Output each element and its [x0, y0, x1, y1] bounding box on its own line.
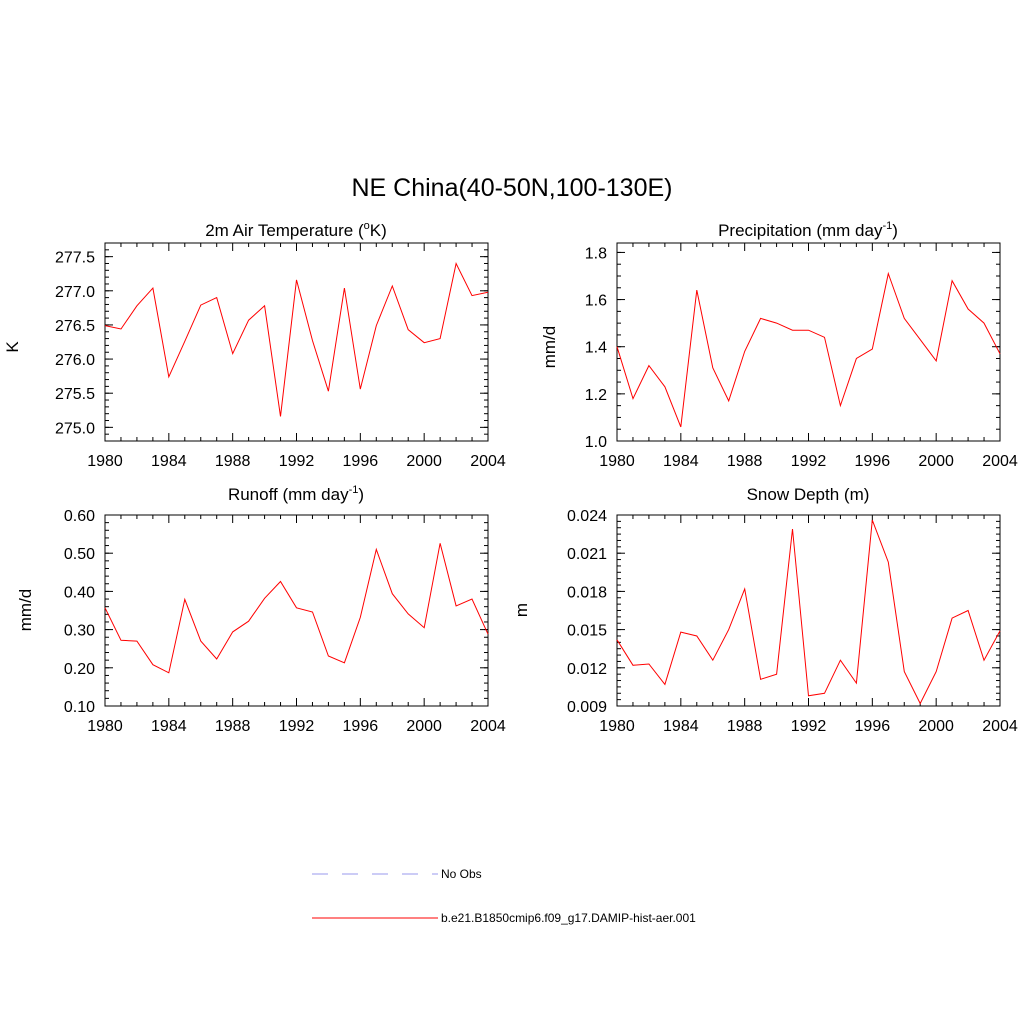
x-tick-label: 2004 [470, 718, 506, 735]
y-tick-label: 275.5 [55, 386, 95, 403]
x-tick-label: 2000 [406, 718, 442, 735]
y-tick-label: 277.5 [55, 250, 95, 267]
y-tick-label: 275.0 [55, 420, 95, 437]
y-tick-label: 0.40 [64, 584, 95, 601]
x-tick-label: 1992 [791, 718, 827, 735]
y-tick-label: 1.4 [585, 340, 607, 357]
figure-title: NE China(40-50N,100-130E) [351, 174, 672, 202]
panel-snow-depth: Snow Depth (m) m 1980 1984 1988 1992 1996 200… [512, 485, 1018, 735]
x-tick-label: 1980 [599, 453, 635, 470]
y-tick-label: 0.10 [64, 699, 95, 716]
plot-frame [104, 514, 489, 707]
panel-runoff: Runoff (mm day-1) mm/d 1980 1984 1988 1992 1… [16, 484, 506, 735]
x-tick-label: 1996 [855, 718, 891, 735]
x-tick-label: 1992 [791, 453, 827, 470]
x-tick-label: 2004 [982, 453, 1018, 470]
x-tick-label: 1984 [151, 453, 187, 470]
plot-frame [616, 514, 1001, 707]
x-tick-label: 1988 [727, 718, 763, 735]
panel-title: 2m Air Temperature (oK) [205, 220, 387, 240]
y-axis-label: m [512, 603, 531, 617]
y-tick-label: 0.024 [567, 508, 607, 525]
x-tick-label: 1992 [279, 453, 315, 470]
y-tick-label: 0.50 [64, 546, 95, 563]
y-tick-label: 277.0 [55, 284, 95, 301]
legend: No Obs b.e21.B1850cmip6.f09_g17.DAMIP-hi… [312, 867, 696, 925]
y-tick-label: 1.0 [585, 434, 607, 451]
y-axis-label: mm/d [16, 589, 35, 632]
x-tick-label: 1996 [855, 453, 891, 470]
x-tick-label: 2004 [982, 718, 1018, 735]
x-tick-label: 1996 [343, 453, 379, 470]
legend-label-no-obs: No Obs [441, 867, 482, 881]
panel-title: Precipitation (mm day-1) [718, 220, 898, 240]
x-tick-label: 1984 [151, 718, 187, 735]
x-tick-label: 2000 [918, 453, 954, 470]
y-tick-label: 1.2 [585, 387, 607, 404]
legend-label-model: b.e21.B1850cmip6.f09_g17.DAMIP-hist-aer.… [441, 911, 696, 925]
panel-title: Runoff (mm day-1) [228, 484, 364, 504]
series-line-model [616, 519, 1001, 705]
y-axis-label: mm/d [540, 326, 559, 369]
y-tick-label: 0.021 [567, 546, 607, 563]
x-tick-label: 1992 [279, 718, 315, 735]
x-tick-label: 1980 [87, 718, 123, 735]
y-tick-label: 1.8 [585, 245, 607, 262]
x-tick-label: 1988 [727, 453, 763, 470]
x-tick-label: 1984 [663, 718, 699, 735]
y-tick-label: 0.009 [567, 699, 607, 716]
y-axis-label: K [3, 341, 22, 353]
x-tick-label: 2004 [470, 453, 506, 470]
y-tick-label: 0.018 [567, 584, 607, 601]
y-tick-label: 1.6 [585, 293, 607, 310]
y-tick-label: 0.20 [64, 661, 95, 678]
x-tick-label: 1980 [599, 718, 635, 735]
y-tick-label: 0.60 [64, 508, 95, 525]
panel-air-temperature: 2m Air Temperature (oK) K 1980 1984 1988 19… [3, 220, 506, 470]
x-tick-label: 2000 [406, 453, 442, 470]
series-line-model [104, 543, 489, 674]
y-tick-label: 276.0 [55, 352, 95, 369]
y-tick-label: 0.30 [64, 623, 95, 640]
x-tick-label: 1988 [215, 453, 251, 470]
x-tick-label: 1980 [87, 453, 123, 470]
y-tick-label: 276.5 [55, 318, 95, 335]
y-tick-label: 0.012 [567, 661, 607, 678]
panel-precipitation: Precipitation (mm day-1) mm/d 1980 1984 19… [540, 220, 1018, 470]
x-tick-label: 1996 [343, 718, 379, 735]
y-tick-label: 0.015 [567, 623, 607, 640]
series-line-model [104, 261, 489, 417]
x-tick-label: 1984 [663, 453, 699, 470]
x-tick-label: 2000 [918, 718, 954, 735]
panel-title: Snow Depth (m) [747, 485, 870, 504]
series-line-model [616, 271, 1001, 428]
x-tick-label: 1988 [215, 718, 251, 735]
